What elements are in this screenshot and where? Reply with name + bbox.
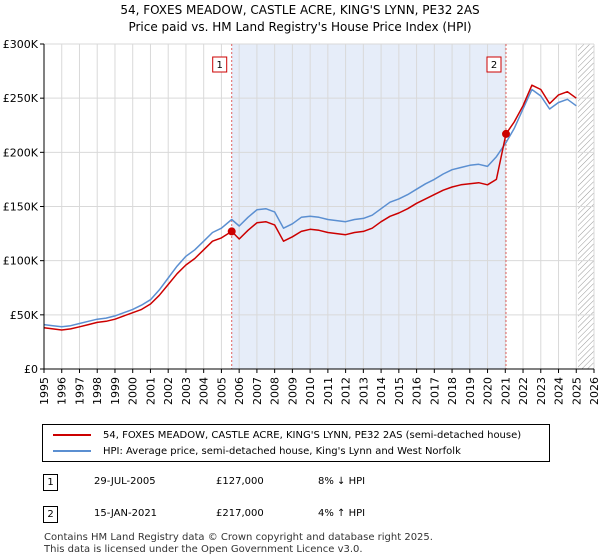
transaction-price: £127,000 [216, 476, 264, 487]
transaction-hpi-diff: 8% ↓ HPI [318, 476, 366, 487]
x-tick-label: 1995 [38, 377, 51, 405]
x-tick-label: 2009 [286, 377, 299, 405]
x-tick-label: 2005 [215, 377, 228, 405]
transaction-marker-2: 2 [43, 506, 58, 523]
x-tick-label: 2018 [446, 377, 459, 405]
annotation-box [212, 56, 228, 73]
transaction-date: 15-JAN-2021 [94, 508, 158, 519]
sale-point [502, 129, 510, 138]
x-tick-label: 2002 [162, 377, 175, 405]
legend-item-hpi: HPI: Average price, semi-detached house,… [53, 444, 461, 460]
x-tick-label: 2000 [127, 377, 140, 405]
price-chart: 1 2 £0 £50K £100K £150K £200K £250K £300K 1995 199… [3, 38, 600, 405]
x-tick-label: 2001 [144, 377, 157, 405]
x-tick-label: 2025 [570, 377, 583, 405]
x-tick-label: 2020 [482, 377, 495, 405]
x-tick-label: 2003 [180, 377, 193, 405]
x-tick-label: 2016 [411, 377, 424, 405]
x-tick-label: 2011 [322, 377, 335, 405]
x-tick-label: 1996 [56, 377, 69, 405]
x-tick-label: 2026 [588, 377, 600, 405]
series-line-property [43, 84, 577, 331]
x-tick-label: 2006 [233, 377, 246, 405]
y-tick-label: £0 [24, 363, 38, 376]
x-tick-label: 2010 [304, 377, 317, 405]
legend-label-property: 54, FOXES MEADOW, CASTLE ACRE, KING'S LY… [103, 430, 522, 441]
x-tick-label: 2004 [198, 377, 211, 405]
chart-title: 54, FOXES MEADOW, CASTLE ACRE, KING'S LY… [120, 3, 480, 17]
y-tick-label: £200K [3, 146, 39, 159]
legend-label-hpi: HPI: Average price, semi-detached house,… [103, 446, 461, 457]
legend-swatch-property [53, 434, 91, 436]
x-tick-label: 2008 [269, 377, 282, 405]
x-tick-label: 1997 [73, 377, 86, 405]
legend-item-property: 54, FOXES MEADOW, CASTLE ACRE, KING'S LY… [53, 428, 521, 444]
x-tick-label: 2021 [499, 377, 512, 405]
annotation-box [486, 56, 502, 73]
y-tick-label: £100K [3, 255, 39, 268]
annotation-label: 2 [491, 60, 497, 71]
y-tick-label: £50K [10, 309, 39, 322]
x-tick-label: 2015 [393, 377, 406, 405]
x-tick-label: 2007 [251, 377, 264, 405]
footer-licence: This data is licensed under the Open Gov… [44, 544, 363, 555]
footer-copyright: Contains HM Land Registry data © Crown c… [44, 532, 433, 543]
x-tick-label: 2023 [535, 377, 548, 405]
chart-subtitle: Price paid vs. HM Land Registry's House … [128, 20, 472, 34]
transaction-price: £217,000 [216, 508, 264, 519]
x-tick-label: 2019 [464, 377, 477, 405]
sale-point [227, 227, 236, 236]
transaction-date: 29-JUL-2005 [94, 476, 156, 487]
x-tick-label: 2012 [340, 377, 353, 405]
x-tick-label: 2014 [375, 377, 388, 405]
x-tick-label: 2017 [428, 377, 441, 405]
transaction-hpi-diff: 4% ↑ HPI [318, 508, 366, 519]
x-tick-label: 1998 [91, 377, 104, 405]
legend-swatch-hpi [53, 450, 91, 452]
series-line-hpi [43, 88, 577, 328]
y-tick-label: £300K [3, 38, 39, 51]
x-tick-label: 2013 [357, 377, 370, 405]
x-tick-label: 2022 [517, 377, 530, 405]
y-tick-label: £150K [3, 201, 39, 214]
x-tick-label: 1999 [109, 377, 122, 405]
annotation-label: 1 [217, 60, 223, 71]
y-tick-label: £250K [3, 92, 39, 105]
x-tick-label: 2024 [553, 377, 566, 405]
legend: 54, FOXES MEADOW, CASTLE ACRE, KING'S LY… [42, 424, 550, 462]
transaction-marker-1: 1 [43, 474, 58, 491]
